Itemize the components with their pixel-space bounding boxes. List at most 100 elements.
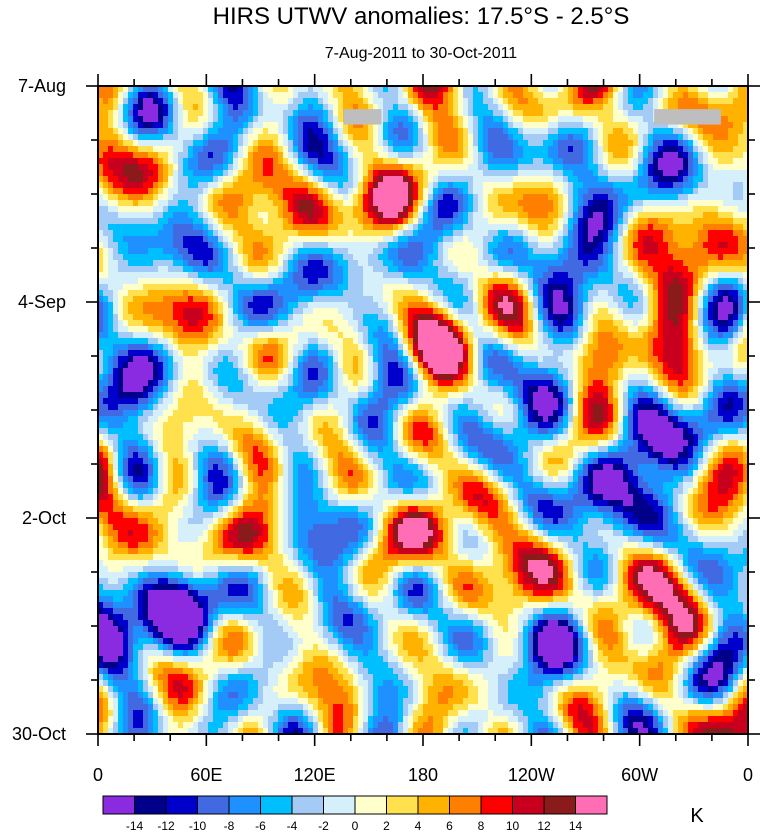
field-cell	[98, 476, 104, 483]
field-cell	[218, 386, 229, 393]
field-cell	[508, 86, 524, 93]
field-cell	[648, 326, 654, 333]
field-cell	[283, 224, 294, 231]
field-cell	[733, 158, 748, 165]
field-cell	[473, 206, 479, 213]
field-cell	[608, 254, 614, 261]
field-cell	[573, 302, 579, 309]
field-cell	[733, 308, 739, 315]
field-cell	[463, 374, 469, 381]
field-cell	[593, 152, 599, 159]
field-cell	[608, 86, 614, 93]
field-cell	[328, 230, 349, 237]
field-cell	[353, 308, 384, 315]
field-cell	[373, 188, 409, 195]
field-cell	[373, 212, 379, 219]
field-cell	[313, 428, 319, 435]
field-cell	[193, 416, 214, 423]
field-cell	[283, 494, 289, 501]
field-cell	[668, 386, 679, 393]
field-cell	[743, 452, 748, 459]
field-cell	[588, 482, 594, 489]
field-cell	[413, 440, 424, 447]
field-cell	[568, 476, 574, 483]
field-cell	[598, 140, 604, 147]
field-cell	[328, 224, 339, 231]
field-cell	[108, 116, 114, 123]
field-cell	[728, 116, 748, 123]
field-cell	[253, 170, 264, 177]
field-cell	[728, 320, 734, 327]
field-cell	[588, 398, 609, 405]
field-cell	[348, 140, 354, 147]
field-cell	[118, 476, 124, 483]
field-cell	[538, 362, 564, 369]
field-cell	[598, 326, 619, 333]
field-cell	[293, 176, 304, 183]
field-cell	[698, 344, 704, 351]
field-cell	[188, 146, 194, 153]
field-cell	[598, 446, 609, 453]
field-cell	[158, 452, 164, 459]
field-cell	[98, 356, 104, 363]
field-cell	[528, 272, 534, 279]
field-cell	[498, 500, 504, 507]
field-cell	[493, 152, 514, 159]
field-cell	[568, 272, 584, 279]
field-cell	[628, 326, 639, 333]
field-cell	[108, 284, 124, 291]
field-cell	[498, 272, 514, 279]
field-cell	[733, 338, 739, 345]
field-cell	[228, 458, 234, 465]
field-cell	[473, 386, 489, 393]
field-cell	[498, 410, 504, 417]
field-cell	[158, 404, 169, 411]
field-cell	[398, 350, 404, 357]
field-cell	[588, 416, 594, 423]
field-cell	[273, 482, 279, 489]
field-cell	[158, 386, 164, 393]
field-cell	[678, 104, 709, 111]
field-cell	[298, 464, 309, 471]
field-cell	[258, 374, 279, 381]
field-cell	[603, 416, 609, 423]
field-cell	[658, 164, 684, 171]
field-cell	[693, 152, 699, 159]
field-cell	[228, 488, 234, 495]
field-cell	[213, 254, 219, 261]
field-cell	[263, 452, 269, 459]
field-cell	[228, 470, 234, 477]
field-cell	[743, 326, 748, 333]
field-cell	[353, 158, 359, 165]
field-cell	[258, 212, 269, 219]
field-cell	[468, 206, 474, 213]
field-cell	[228, 386, 244, 393]
field-cell	[693, 470, 699, 477]
field-cell	[513, 110, 524, 117]
field-cell	[103, 458, 109, 465]
field-cell	[538, 428, 549, 435]
field-cell	[613, 230, 619, 237]
field-cell	[323, 86, 334, 93]
field-cell	[353, 416, 359, 423]
field-cell	[483, 464, 489, 471]
field-cell	[468, 350, 474, 357]
field-cell	[533, 248, 559, 255]
field-cell	[698, 164, 704, 171]
field-cell	[298, 260, 309, 267]
field-cell	[383, 236, 394, 243]
field-cell	[403, 164, 414, 171]
field-cell	[693, 278, 699, 285]
field-cell	[158, 482, 164, 489]
field-cell	[318, 440, 324, 447]
field-cell	[273, 278, 284, 285]
field-cell	[288, 308, 294, 315]
field-cell	[218, 422, 254, 429]
field-cell	[538, 314, 544, 321]
field-cell	[548, 212, 559, 219]
field-cell	[538, 86, 544, 93]
field-cell	[223, 122, 244, 129]
field-cell	[233, 224, 254, 231]
field-cell	[708, 464, 714, 471]
field-cell	[713, 278, 719, 285]
